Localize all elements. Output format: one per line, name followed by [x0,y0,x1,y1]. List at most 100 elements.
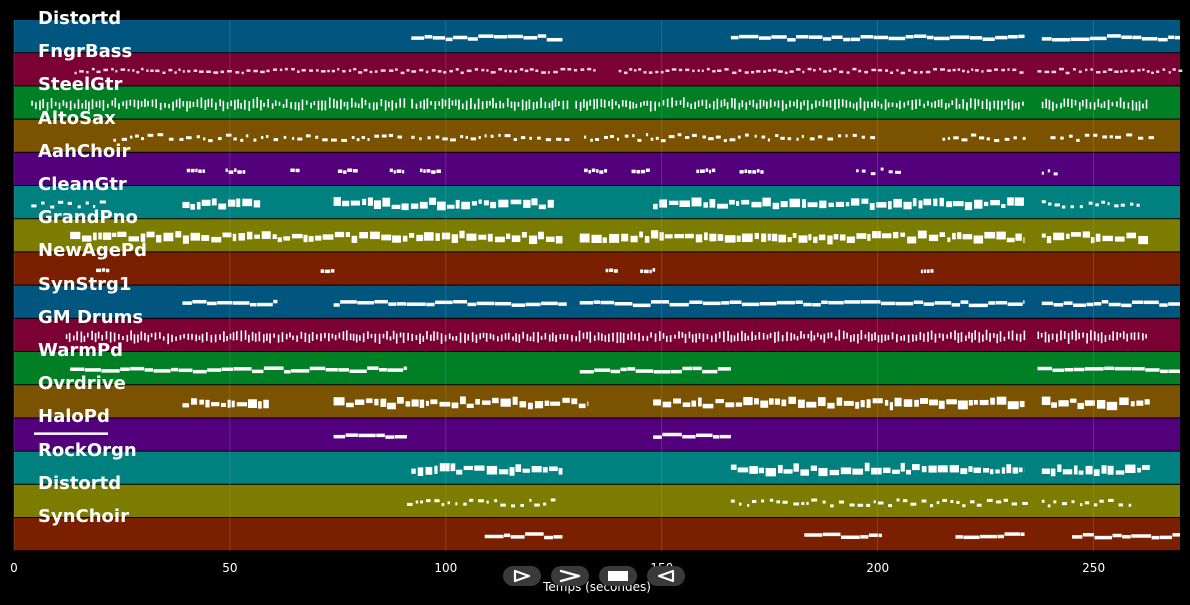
note [744,332,747,342]
play-button[interactable] [503,566,541,586]
note [154,332,157,341]
note [182,201,190,209]
note [751,331,753,341]
note [751,201,762,208]
note [1137,467,1142,473]
note [274,100,277,106]
note [490,134,494,138]
fast-forward-button[interactable] [551,566,589,586]
note [531,465,542,473]
track-lane[interactable] [14,418,1180,451]
note [83,335,86,342]
track-label[interactable]: WarmPd [38,340,124,361]
note [227,69,232,73]
note [454,99,457,106]
note [1061,502,1067,506]
track-label[interactable]: SynChoir [38,506,129,527]
note [860,535,869,539]
stop-button[interactable] [599,566,637,586]
note [1073,303,1086,307]
note [447,204,455,209]
track-label[interactable]: GrandPno [38,207,138,229]
note [1130,332,1133,340]
note [908,69,911,72]
note [419,399,425,408]
note [900,232,906,237]
track-lane[interactable] [14,20,1180,53]
note [951,303,961,307]
note [118,334,120,340]
note [629,68,633,71]
note [1041,468,1050,475]
note [1114,70,1119,73]
track-label[interactable]: AltoSax [38,107,116,129]
track-lane[interactable] [14,53,1180,86]
note [839,500,844,504]
note [1132,35,1142,40]
note [225,168,228,172]
track-label[interactable]: Distortd [38,472,122,494]
note [1070,398,1077,403]
note [178,98,181,109]
note [895,170,902,174]
note [579,233,590,243]
track-lane[interactable] [14,152,1180,185]
track-label[interactable]: FngrBass [38,41,133,63]
note [632,102,635,109]
track-label[interactable]: CleanGtr [38,174,127,195]
note [514,70,518,73]
note [884,334,887,341]
note [686,101,689,108]
note [470,98,472,109]
note [653,370,671,374]
note [823,70,827,73]
track-lane[interactable] [14,318,1180,351]
note [756,169,760,173]
note [406,69,410,72]
note [843,400,854,406]
track-lane[interactable] [14,119,1180,152]
track-label[interactable]: HaloPd [38,406,110,428]
note [738,502,742,506]
track-lane[interactable] [14,252,1180,285]
note [1114,236,1125,242]
note [320,333,322,342]
note [341,138,347,142]
track-lane[interactable] [14,451,1180,484]
note [692,69,695,73]
track-label[interactable]: SteelGtr [38,74,123,96]
note [182,235,189,244]
track-label[interactable]: RockOrgn [38,439,137,461]
track-label[interactable]: Ovrdrive [38,373,126,395]
track-label[interactable]: Distortd [38,8,122,29]
note [1070,205,1074,209]
note [845,202,850,207]
note [1142,68,1145,72]
note [549,466,558,472]
note [447,501,450,505]
note [608,100,610,107]
note [759,301,777,306]
track-label[interactable]: GM Drums [38,306,144,328]
note [716,98,719,110]
note [662,333,665,339]
note [328,333,330,342]
track-label[interactable]: AahChoir [38,140,131,162]
note [893,231,899,239]
note [107,103,109,108]
note [575,100,578,109]
note [1048,202,1052,206]
track-label[interactable]: NewAgePd [38,240,148,262]
note [956,500,960,504]
track-label[interactable]: SynStrg1 [38,273,132,295]
track-lane[interactable] [14,518,1180,551]
note [1145,99,1148,109]
track-lane[interactable] [14,484,1180,517]
note [1053,500,1057,504]
note [80,331,83,343]
track-lane[interactable] [14,352,1180,385]
rewind-button[interactable] [647,566,685,586]
note [961,138,968,142]
note [363,68,368,72]
note [957,400,968,410]
